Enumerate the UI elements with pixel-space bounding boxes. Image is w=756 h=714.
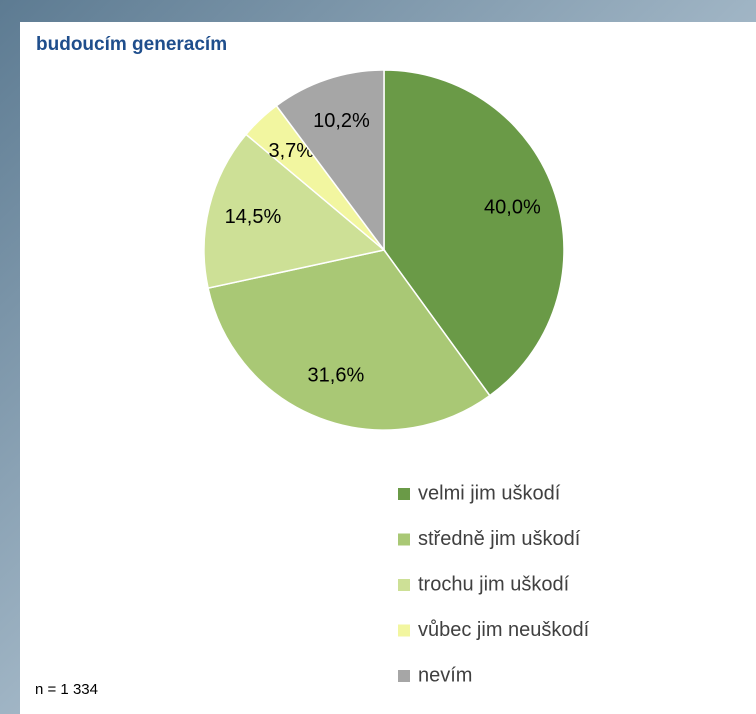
legend-swatch [398, 670, 410, 682]
legend-label: vůbec jim neuškodí [418, 619, 590, 641]
note: n = 1 334 [35, 681, 98, 698]
legend-swatch [398, 488, 410, 500]
data-label: 14,5% [225, 206, 282, 228]
legend-label: nevím [418, 664, 472, 686]
chart-title: budoucím generacím [36, 34, 227, 55]
legend-swatch [398, 625, 410, 637]
data-label: 10,2% [313, 110, 370, 132]
legend-label: trochu jim uškodí [418, 573, 570, 595]
data-label: 31,6% [308, 364, 365, 386]
legend-swatch [398, 534, 410, 546]
chart: budoucím generacím n = 1 334 40,0% 31,6% 1… [0, 0, 756, 714]
legend-label: velmi jim uškodí [418, 482, 561, 504]
legend-label: středně jim uškodí [418, 528, 581, 550]
legend-swatch [398, 579, 410, 591]
data-label: 40,0% [484, 197, 541, 219]
